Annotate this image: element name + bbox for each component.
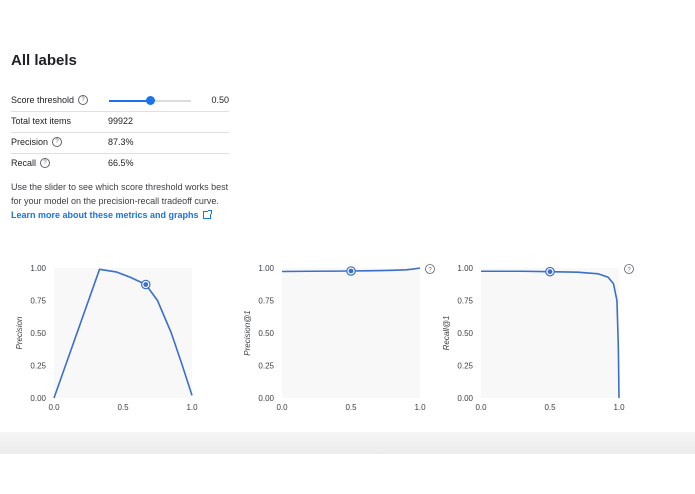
y-tick-label: 0.50: [30, 329, 46, 338]
bottom-bar: [0, 432, 695, 454]
description-text: Use the slider to see which score thresh…: [11, 182, 229, 206]
x-tick-label: 0.0: [475, 403, 487, 412]
svg-text:?: ?: [428, 267, 432, 273]
y-tick-label: 1.00: [457, 264, 473, 273]
threshold-marker: [547, 269, 553, 275]
y-tick-label: 0.00: [30, 394, 46, 403]
recall-value: 66.5%: [108, 158, 134, 168]
y-tick-label: 0.75: [30, 297, 46, 306]
x-tick-label: 0.5: [544, 403, 556, 412]
chart-svg: 0.000.250.500.751.000.00.51.0Score thres…: [442, 264, 634, 446]
y-tick-label: 0.75: [457, 297, 473, 306]
chart-svg: 0.000.250.500.751.000.00.51.0RecallPreci…: [15, 264, 198, 446]
x-tick-label: 1.0: [186, 403, 198, 412]
score-threshold-slider[interactable]: [109, 96, 191, 105]
precision-label: Precision: [11, 137, 49, 147]
page-title: All labels: [11, 52, 77, 69]
y-tick-label: 0.00: [258, 394, 274, 403]
recall-threshold-chart: 0.000.250.500.751.000.00.51.0Score thres…: [427, 258, 637, 453]
y-axis-label: Recall@1: [442, 316, 451, 351]
learn-more-link[interactable]: Learn more about these metrics and graph…: [11, 210, 212, 220]
series-line: [481, 270, 620, 399]
x-tick-label: 1.0: [414, 403, 426, 412]
y-tick-label: 0.50: [457, 329, 473, 338]
help-icon[interactable]: ?: [425, 264, 435, 274]
score-threshold-value: 0.50: [211, 95, 229, 105]
y-tick-label: 0.75: [258, 297, 274, 306]
y-tick-label: 0.25: [30, 362, 46, 371]
x-tick-label: 0.0: [48, 403, 60, 412]
threshold-marker: [348, 268, 354, 274]
series-line: [281, 267, 421, 273]
y-axis-label: Precision@1: [243, 310, 252, 355]
plot-area: [282, 268, 420, 398]
help-icon[interactable]: ?: [624, 264, 634, 274]
precision-value: 87.3%: [108, 137, 134, 147]
x-tick-label: 0.5: [345, 403, 357, 412]
precision-threshold-chart: 0.000.250.500.751.000.00.51.0Score thres…: [228, 258, 438, 453]
y-axis-label: Precision: [15, 316, 24, 349]
threshold-marker: [143, 282, 149, 287]
y-tick-label: 0.00: [457, 394, 473, 403]
description: Use the slider to see which score thresh…: [11, 180, 241, 222]
help-icon[interactable]: ?: [40, 158, 51, 168]
chart-svg: 0.000.250.500.751.000.00.51.0Score thres…: [243, 264, 435, 446]
recall-row: Recall ? 66.5%: [11, 154, 229, 174]
metrics-table: Score threshold ? 0.50 Total text items …: [11, 91, 229, 174]
slider-fill: [109, 100, 150, 102]
precision-row: Precision ? 87.3%: [11, 133, 229, 154]
score-threshold-label: Score threshold: [11, 95, 75, 105]
y-tick-label: 0.25: [258, 362, 274, 371]
plot-area: [481, 268, 619, 398]
recall-label: Recall: [11, 158, 37, 168]
precision-recall-chart: 0.000.250.500.751.000.00.51.0RecallPreci…: [0, 258, 210, 453]
y-tick-label: 1.00: [30, 264, 46, 273]
x-tick-label: 1.0: [613, 403, 625, 412]
y-tick-label: 0.50: [258, 329, 274, 338]
total-items-label: Total text items: [11, 116, 72, 126]
score-threshold-row: Score threshold ? 0.50: [11, 91, 229, 112]
total-items-value: 99922: [108, 116, 134, 126]
x-tick-label: 0.0: [276, 403, 288, 412]
x-tick-label: 0.5: [117, 403, 129, 412]
help-icon[interactable]: ?: [78, 95, 89, 105]
slider-thumb[interactable]: [146, 96, 155, 105]
external-link-icon: [202, 210, 212, 219]
y-tick-label: 0.25: [457, 362, 473, 371]
svg-text:?: ?: [627, 267, 631, 273]
y-tick-label: 1.00: [258, 264, 274, 273]
help-icon[interactable]: ?: [52, 137, 63, 147]
total-items-row: Total text items 99922: [11, 112, 229, 133]
